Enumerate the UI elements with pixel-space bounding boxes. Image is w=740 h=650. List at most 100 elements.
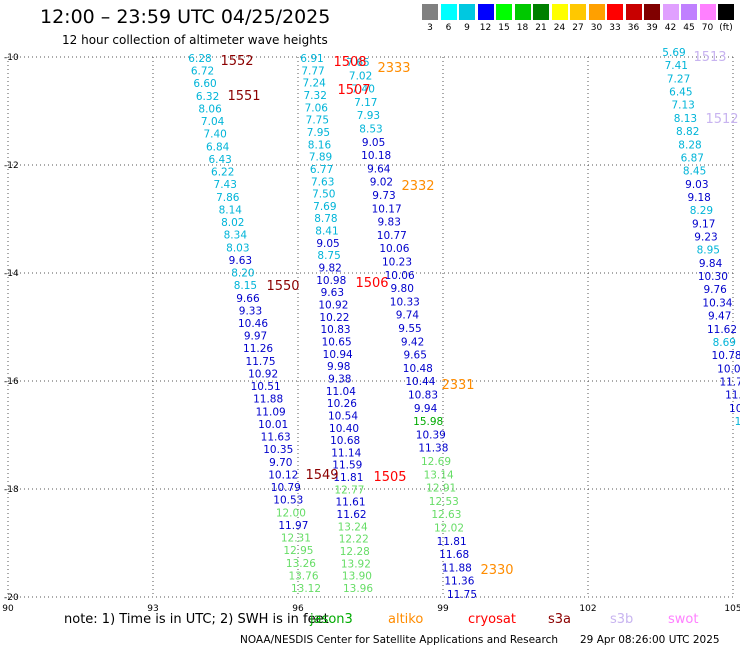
wave-height-label: 13.14 bbox=[424, 469, 454, 481]
scale-label: 42 bbox=[664, 23, 677, 33]
scale-label: 36 bbox=[627, 23, 640, 33]
pass-id-label: 2332 bbox=[401, 179, 434, 194]
scale-label: (ft) bbox=[719, 23, 733, 33]
wave-height-label: 12.22 bbox=[339, 534, 369, 546]
scale-label: 70 bbox=[701, 23, 714, 33]
wave-height-label: 7.40 bbox=[203, 129, 226, 141]
wave-height-label: 10 bbox=[729, 403, 740, 415]
scale-swatch bbox=[607, 4, 623, 20]
pass-id-label: 1507 bbox=[337, 83, 370, 98]
wave-height-label: 7.50 bbox=[312, 189, 335, 201]
wave-height-label: 1 bbox=[735, 416, 740, 428]
pass-id-label: 2330 bbox=[480, 563, 513, 578]
wave-height-label: 7.41 bbox=[665, 60, 688, 72]
wave-height-label: 7.89 bbox=[309, 152, 332, 164]
page-subtitle: 12 hour collection of altimeter wave hei… bbox=[62, 33, 328, 47]
legend-s3b: s3b bbox=[610, 612, 634, 627]
wave-height-label: 13.92 bbox=[341, 558, 371, 570]
wave-height-label: 10.94 bbox=[323, 349, 353, 361]
y-tick-label: -14 bbox=[4, 269, 19, 279]
wave-height-label: 6.32 bbox=[196, 91, 219, 103]
timestamp-text: 29 Apr 08:26:00 UTC 2025 bbox=[580, 634, 720, 646]
wave-height-label: 13.90 bbox=[342, 571, 372, 583]
wave-height-label: 9.42 bbox=[401, 336, 424, 348]
wave-height-label: 9.63 bbox=[321, 287, 344, 299]
legend-jason3: jason3 bbox=[310, 612, 353, 627]
scale-swatch bbox=[533, 4, 549, 20]
wave-height-label: 11.36 bbox=[444, 576, 474, 588]
wave-height-label: 15.98 bbox=[413, 416, 443, 428]
scale-label: 15 bbox=[498, 23, 510, 33]
wave-height-label: 8.34 bbox=[224, 230, 248, 242]
x-tick-label: 105 bbox=[724, 604, 740, 614]
pass-id-label: 1505 bbox=[373, 470, 406, 485]
wave-height-label: 7.95 bbox=[307, 127, 330, 139]
wave-height-label: 12.31 bbox=[281, 533, 311, 545]
y-tick-label: -10 bbox=[4, 53, 19, 63]
wave-height-label: 6.77 bbox=[310, 164, 333, 176]
wave-height-label: 10.01 bbox=[258, 419, 288, 431]
wave-height-label: 7.17 bbox=[354, 97, 377, 109]
wave-height-label: 6.22 bbox=[211, 167, 234, 179]
wave-height-label: 11. bbox=[725, 390, 740, 402]
scale-swatch bbox=[681, 4, 697, 20]
wave-height-label: 9.33 bbox=[239, 305, 262, 317]
scale-swatch bbox=[625, 4, 642, 20]
wave-height-label: 10.23 bbox=[382, 257, 412, 269]
wave-height-label: 9.83 bbox=[378, 217, 401, 229]
scale-label: 12 bbox=[479, 23, 492, 33]
wave-height-label: 7.63 bbox=[311, 176, 334, 188]
wave-height-label: 9.47 bbox=[708, 311, 731, 323]
wave-height-label: 8.82 bbox=[676, 126, 699, 138]
scale-swatch bbox=[440, 4, 457, 20]
scale-swatch bbox=[588, 4, 605, 20]
scale-label: 27 bbox=[572, 23, 584, 33]
wave-height-label: 10.30 bbox=[698, 271, 728, 283]
x-tick-label: 90 bbox=[2, 604, 14, 614]
wave-height-label: 7.02 bbox=[349, 70, 372, 82]
wave-height-label: 13.96 bbox=[343, 583, 373, 595]
scale-swatch bbox=[459, 4, 475, 20]
wave-height-label: 5.69 bbox=[662, 47, 685, 59]
scale-swatch bbox=[496, 4, 512, 20]
wave-height-label: 8.28 bbox=[678, 139, 701, 151]
wave-height-label: 9.64 bbox=[367, 163, 391, 175]
wave-height-label: 7.43 bbox=[214, 179, 237, 191]
pass-id-label: 1549 bbox=[305, 468, 338, 483]
wave-height-label: 10.0 bbox=[717, 363, 740, 375]
wave-height-label: 9.05 bbox=[362, 137, 385, 149]
wave-height-label: 7.32 bbox=[304, 90, 327, 102]
page-title: 12:00 – 23:59 UTC 04/25/2025 bbox=[40, 6, 331, 28]
wave-height-label: 12.00 bbox=[276, 507, 306, 519]
pass-id-label: 2331 bbox=[441, 378, 474, 393]
wave-height-label: 8.14 bbox=[219, 204, 243, 216]
wave-height-label: 9.80 bbox=[391, 283, 414, 295]
scale-swatch bbox=[662, 4, 679, 20]
wave-height-label: 10.12 bbox=[268, 469, 298, 481]
wave-height-label: 9.02 bbox=[370, 177, 393, 189]
wave-height-label: 9.74 bbox=[396, 310, 420, 322]
wave-height-label: 10.22 bbox=[319, 312, 349, 324]
wave-height-label: 8.69 bbox=[713, 337, 736, 349]
wave-height-label: 11.63 bbox=[261, 432, 291, 444]
wave-height-label: 11.04 bbox=[326, 386, 356, 398]
wave-height-label: 10.51 bbox=[251, 381, 281, 393]
wave-height-label: 8.95 bbox=[697, 245, 720, 257]
scale-label: 9 bbox=[464, 23, 470, 33]
wave-height-label: 6.60 bbox=[193, 78, 216, 90]
wave-height-label: 10.35 bbox=[263, 444, 293, 456]
wave-height-label: 10.26 bbox=[327, 398, 357, 410]
scale-label: 21 bbox=[535, 23, 547, 33]
wave-height-label: 11.38 bbox=[418, 443, 448, 455]
wave-height-label: 11.88 bbox=[442, 562, 472, 574]
wave-height-label: 11.62 bbox=[707, 324, 737, 336]
wave-height-label: 10.54 bbox=[328, 410, 358, 422]
wave-height-label: 7.24 bbox=[302, 78, 326, 90]
wave-height-label: 6.45 bbox=[669, 87, 692, 99]
pass-id-label: 1551 bbox=[227, 89, 260, 104]
wave-height-label: 9.82 bbox=[318, 263, 341, 275]
wave-height-label: 8.78 bbox=[314, 213, 337, 225]
wave-height-label: 12.77 bbox=[334, 484, 364, 496]
scale-label: 24 bbox=[553, 23, 566, 33]
y-tick-label: -16 bbox=[4, 377, 19, 387]
